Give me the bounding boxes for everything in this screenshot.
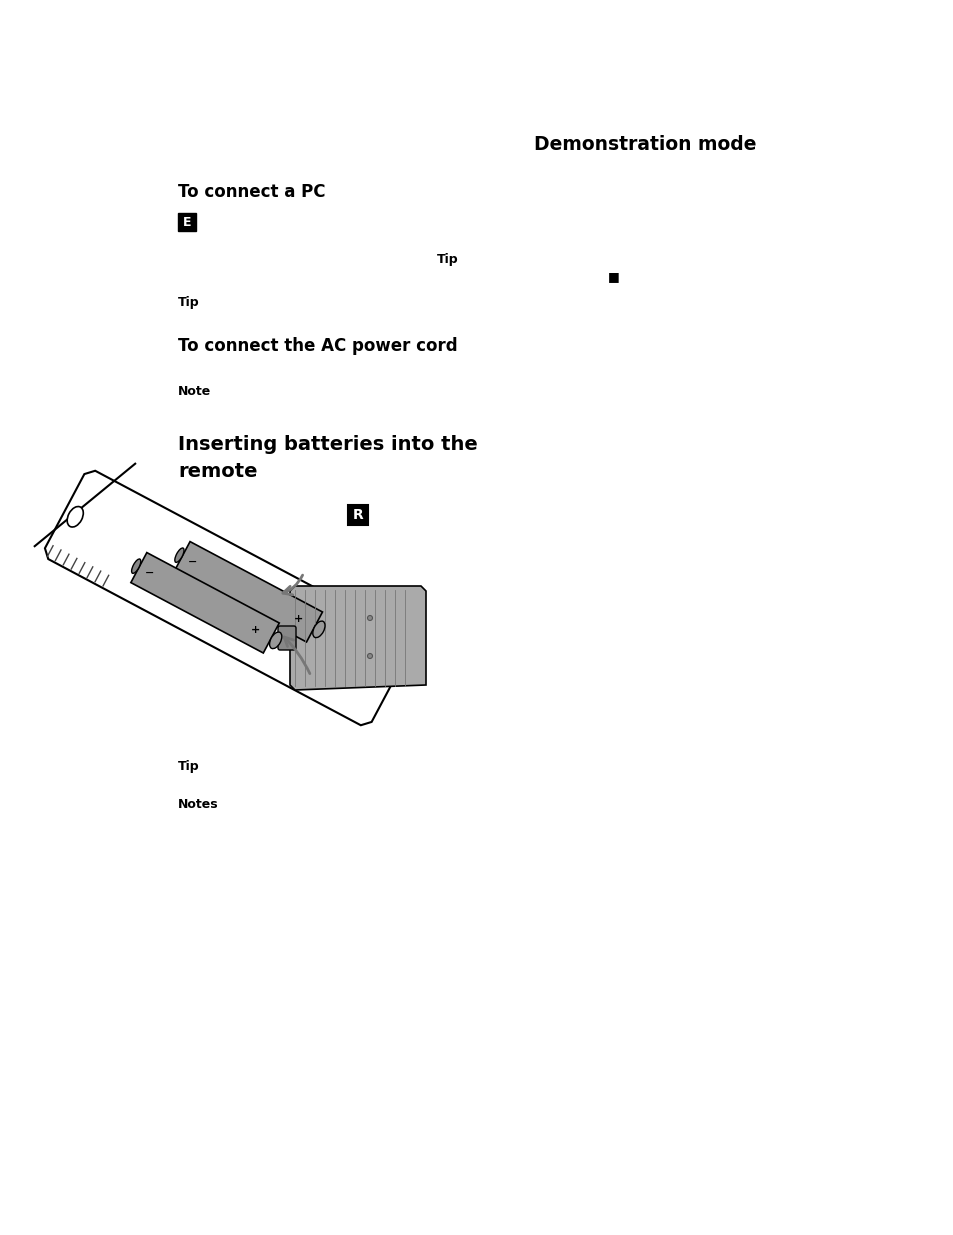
- Text: Note: Note: [178, 385, 211, 398]
- Text: Notes: Notes: [178, 798, 218, 811]
- Text: ■: ■: [607, 270, 619, 283]
- Ellipse shape: [367, 615, 372, 620]
- FancyBboxPatch shape: [277, 626, 295, 650]
- Text: R: R: [353, 508, 363, 522]
- Polygon shape: [173, 542, 322, 642]
- Text: Tip: Tip: [436, 253, 458, 266]
- Text: Tip: Tip: [178, 760, 199, 773]
- Polygon shape: [131, 552, 279, 653]
- Text: −: −: [145, 568, 154, 578]
- Text: Demonstration mode: Demonstration mode: [534, 135, 756, 154]
- Ellipse shape: [270, 632, 281, 648]
- Polygon shape: [290, 585, 426, 690]
- Text: −: −: [188, 557, 197, 567]
- Text: To connect the AC power cord: To connect the AC power cord: [178, 337, 457, 354]
- Text: To connect a PC: To connect a PC: [178, 183, 325, 201]
- Ellipse shape: [367, 653, 372, 658]
- Text: Inserting batteries into the: Inserting batteries into the: [178, 435, 477, 454]
- Ellipse shape: [67, 506, 83, 527]
- Ellipse shape: [313, 621, 325, 637]
- Ellipse shape: [132, 559, 141, 573]
- Text: E: E: [183, 215, 191, 228]
- Text: remote: remote: [178, 462, 257, 480]
- FancyBboxPatch shape: [178, 212, 195, 231]
- Text: +: +: [294, 614, 303, 624]
- Polygon shape: [45, 471, 411, 725]
- Ellipse shape: [174, 548, 184, 562]
- Text: +: +: [251, 625, 260, 635]
- FancyBboxPatch shape: [348, 505, 368, 525]
- Text: Tip: Tip: [178, 296, 199, 309]
